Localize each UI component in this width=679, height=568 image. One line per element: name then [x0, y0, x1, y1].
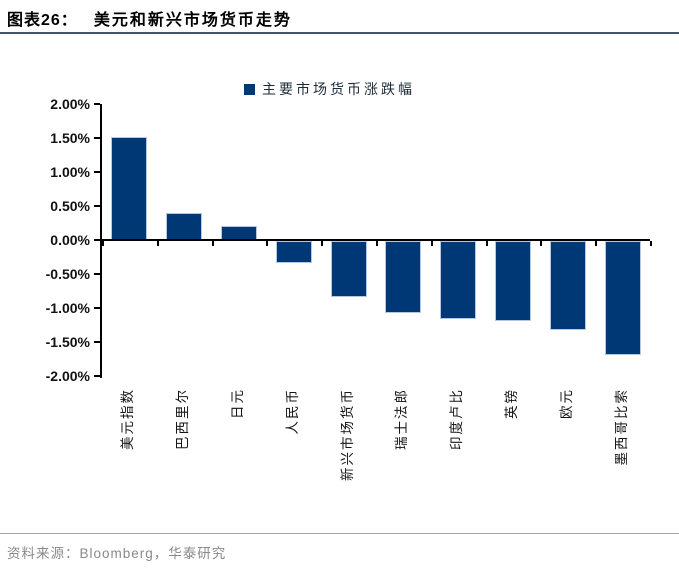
x-axis-tick [156, 241, 159, 246]
x-axis-tick [650, 241, 652, 246]
chart-legend: 主要市场货币涨跌幅 [244, 79, 415, 99]
x-axis-line [102, 239, 650, 241]
y-axis-label: -2.00% [45, 368, 90, 384]
legend-label: 主要市场货币涨跌幅 [262, 81, 415, 97]
y-axis-label: -0.50% [45, 266, 90, 282]
y-axis-tick [94, 205, 100, 207]
x-axis-tick [485, 241, 488, 246]
x-axis-tick [540, 241, 543, 246]
x-axis-tick [595, 241, 598, 246]
x-axis-tick [102, 241, 104, 246]
bar-墨西哥比索 [604, 241, 641, 355]
figure-header: 图表26： 美元和新兴市场货币走势 [7, 6, 292, 30]
x-axis-label-瑞士法郎: 瑞士法郎 [394, 388, 410, 450]
bar-日元 [221, 226, 257, 240]
y-axis-line [100, 104, 102, 378]
header-divider [0, 32, 679, 34]
y-axis-tick [94, 341, 100, 343]
y-axis-label: 0.00% [50, 232, 90, 248]
source-note: 资料来源：Bloomberg，华泰研究 [7, 546, 227, 561]
x-axis-tick [430, 241, 433, 246]
y-axis-tick [94, 171, 100, 173]
x-axis-label-英镑: 英镑 [504, 388, 519, 419]
y-axis-label: 1.00% [50, 164, 90, 180]
y-axis-label: 2.00% [50, 96, 90, 112]
x-axis-label-日元: 日元 [230, 388, 245, 419]
x-axis-label-欧元: 欧元 [558, 388, 574, 419]
x-axis-label-新兴市场货币: 新兴市场货币 [339, 388, 355, 481]
figure-title: 美元和新兴市场货币走势 [93, 12, 292, 29]
y-axis-label: 1.50% [50, 130, 90, 146]
y-axis-tick [94, 375, 100, 377]
figure-number-label: 图表26： [7, 12, 78, 29]
bar-瑞士法郎 [385, 241, 422, 314]
y-axis-tick [94, 137, 100, 139]
x-axis-label-人民币: 人民币 [284, 388, 300, 435]
bar-欧元 [549, 241, 586, 331]
x-axis-tick [321, 241, 324, 246]
x-axis-label-墨西哥比索: 墨西哥比索 [613, 388, 629, 466]
y-axis-tick [94, 103, 100, 105]
x-axis-tick [211, 241, 214, 246]
legend-swatch-icon [244, 83, 255, 95]
y-axis-label: -1.00% [45, 300, 90, 316]
y-axis-tick [94, 273, 100, 275]
y-axis-tick [94, 307, 100, 309]
x-axis-tick [376, 241, 378, 246]
y-axis-label: 0.50% [50, 198, 90, 214]
x-axis-label-印度卢比: 印度卢比 [449, 388, 465, 450]
bar-新兴市场货币 [330, 241, 367, 297]
y-axis-label: -1.50% [45, 334, 90, 350]
bar-美元指数 [111, 136, 148, 240]
x-axis-label-巴西里尔: 巴西里尔 [175, 388, 191, 450]
y-axis-tick [94, 239, 100, 241]
x-axis-label-美元指数: 美元指数 [120, 388, 136, 450]
bar-巴西里尔 [166, 212, 203, 240]
x-axis-tick [266, 241, 269, 246]
bar-印度卢比 [440, 241, 477, 320]
bar-人民币 [275, 241, 312, 264]
bar-英镑 [495, 241, 531, 322]
footer-divider [0, 533, 679, 534]
